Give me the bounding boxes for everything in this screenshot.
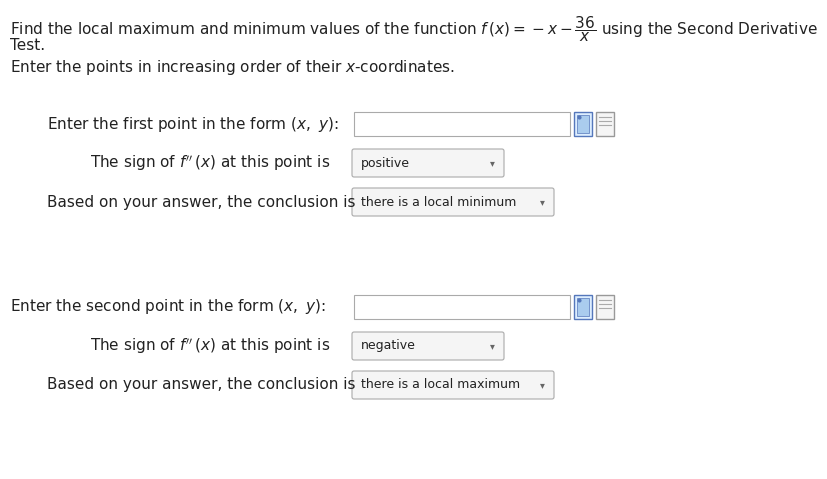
FancyBboxPatch shape — [576, 298, 588, 316]
Text: there is a local maximum: there is a local maximum — [361, 378, 519, 391]
Text: ▾: ▾ — [489, 158, 494, 168]
FancyBboxPatch shape — [595, 295, 614, 319]
FancyBboxPatch shape — [573, 112, 591, 136]
Text: The sign of $f^{\prime\prime}\,(x)$ at this point is: The sign of $f^{\prime\prime}\,(x)$ at t… — [90, 153, 330, 173]
FancyBboxPatch shape — [351, 371, 553, 399]
Text: there is a local minimum: there is a local minimum — [361, 195, 516, 208]
Text: Enter the first point in the form $(x,\ y)$:: Enter the first point in the form $(x,\ … — [47, 114, 338, 134]
Text: ▾: ▾ — [489, 341, 494, 351]
Text: Test.: Test. — [10, 38, 45, 53]
Text: ▾: ▾ — [539, 380, 544, 390]
Text: Based on your answer, the conclusion is: Based on your answer, the conclusion is — [47, 377, 355, 392]
FancyBboxPatch shape — [351, 149, 504, 177]
Text: The sign of $f^{\prime\prime}\,(x)$ at this point is: The sign of $f^{\prime\prime}\,(x)$ at t… — [90, 336, 330, 356]
FancyBboxPatch shape — [351, 188, 553, 216]
FancyBboxPatch shape — [576, 115, 588, 133]
Text: Enter the points in increasing order of their $x$-coordinates.: Enter the points in increasing order of … — [10, 58, 454, 77]
FancyBboxPatch shape — [354, 295, 569, 319]
Text: positive: positive — [361, 157, 409, 170]
Text: ▾: ▾ — [539, 197, 544, 207]
FancyBboxPatch shape — [595, 112, 614, 136]
Text: Based on your answer, the conclusion is: Based on your answer, the conclusion is — [47, 194, 355, 209]
FancyBboxPatch shape — [351, 332, 504, 360]
Text: Find the local maximum and minimum values of the function $f\,(x) = -x - \dfrac{: Find the local maximum and minimum value… — [10, 14, 817, 44]
Text: negative: negative — [361, 340, 415, 353]
Text: Enter the second point in the form $(x,\ y)$:: Enter the second point in the form $(x,\… — [10, 297, 326, 317]
FancyBboxPatch shape — [573, 295, 591, 319]
FancyBboxPatch shape — [354, 112, 569, 136]
